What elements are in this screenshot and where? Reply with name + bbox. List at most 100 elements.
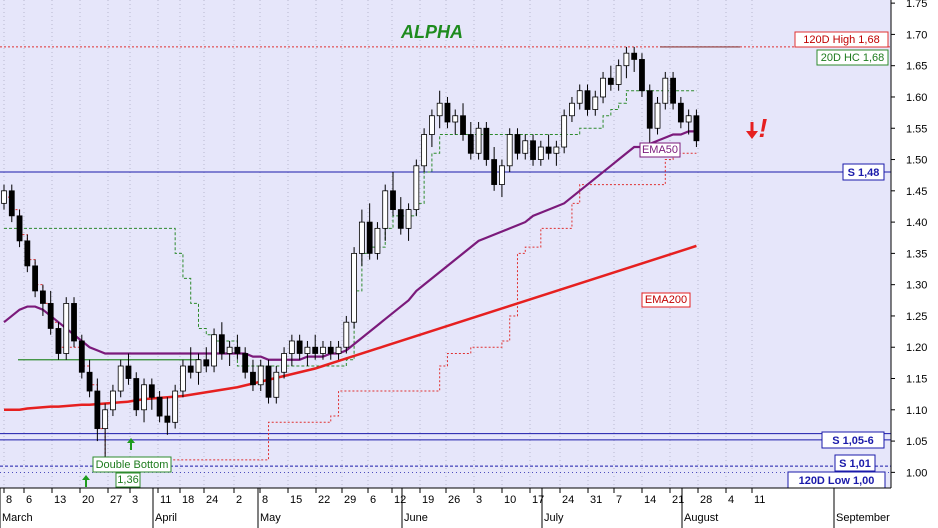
candle	[343, 315, 350, 354]
label-double-bottom: Double Bottom	[92, 456, 172, 473]
candle-body	[133, 378, 140, 411]
candle	[506, 128, 513, 173]
label-hc-20d-box	[816, 49, 889, 66]
candle-body	[141, 384, 147, 411]
candle	[685, 109, 692, 135]
candle-body	[226, 346, 233, 354]
candle	[452, 109, 459, 135]
x-tick-label: 13	[54, 494, 66, 506]
candle	[94, 378, 101, 442]
candle	[623, 46, 630, 79]
candle-body	[288, 340, 295, 354]
candle	[125, 353, 132, 385]
candle	[413, 159, 420, 216]
candle-body	[382, 190, 389, 229]
x-tick-label: 31	[590, 494, 602, 506]
candle-body	[452, 115, 459, 123]
candle	[110, 384, 116, 417]
candle-body	[250, 371, 256, 386]
candle-body	[514, 134, 521, 154]
candle	[226, 340, 233, 366]
candle-body	[71, 303, 77, 342]
candle-body	[343, 321, 350, 348]
label-support-1056-text: S 1,05-6	[832, 435, 874, 447]
candle	[265, 359, 272, 404]
x-tick-label: 29	[344, 494, 356, 506]
candle-body	[1, 190, 7, 204]
label-double-bottom-text: Double Bottom	[96, 459, 169, 471]
x-tick-label: 26	[448, 494, 460, 506]
label-support-101-text: S 1,01	[839, 458, 871, 470]
candle-body	[569, 102, 575, 117]
y-axis-area	[891, 0, 938, 488]
candle	[561, 109, 568, 154]
label-support-148-text: S 1,48	[848, 167, 880, 179]
y-tick-label: 1.60	[906, 92, 927, 104]
candle-body	[281, 353, 287, 373]
x-tick-label: 11	[160, 494, 171, 506]
candle-body	[218, 334, 225, 354]
candle-body	[86, 371, 93, 392]
x-tick-label: 6	[370, 494, 376, 506]
candle-body	[55, 328, 62, 354]
sell-exclamation: !	[759, 113, 768, 143]
candle-body	[24, 240, 31, 267]
label-support-148-box	[842, 163, 885, 181]
candle	[670, 71, 676, 110]
candle	[195, 353, 202, 385]
candle	[117, 359, 124, 398]
candle-body	[561, 115, 568, 148]
candle-body	[335, 346, 342, 354]
candle	[374, 222, 381, 260]
label-double-bottom-price-text: 1,36	[117, 474, 138, 486]
candle-body	[358, 221, 365, 254]
candle-body	[693, 115, 700, 142]
x-tick-label: 4	[728, 494, 734, 506]
candle	[187, 347, 194, 379]
label-ema50-text: EMA50	[642, 144, 678, 156]
arrow-up-icon-head	[82, 475, 90, 480]
candle	[180, 359, 186, 398]
arrow-down-icon	[746, 122, 758, 139]
candle	[218, 322, 225, 360]
candle	[639, 53, 645, 97]
label-high-120d: 120D High 1,68	[794, 31, 889, 48]
candle	[483, 122, 490, 166]
candle	[351, 247, 358, 329]
y-tick-label: 1.65	[906, 61, 927, 73]
arrow-down-head	[746, 131, 758, 139]
candle-body	[436, 102, 443, 117]
candle-body	[615, 65, 622, 85]
candle	[467, 122, 474, 160]
candle	[234, 334, 241, 360]
candle-body	[584, 90, 591, 110]
candle-body	[483, 127, 490, 160]
candle	[592, 90, 599, 116]
label-low-120d-text: 120D Low 1,00	[799, 475, 875, 487]
candle-body	[499, 165, 505, 185]
candle	[537, 140, 544, 166]
candle	[242, 347, 249, 379]
candle	[296, 334, 303, 360]
candle-body	[47, 303, 54, 329]
candle	[358, 209, 365, 266]
y-tick-label: 1.30	[906, 280, 927, 292]
label-hc-20d: 20D HC 1,68	[816, 49, 889, 66]
candle-body	[211, 334, 217, 367]
label-support-148: S 1,48	[842, 163, 885, 181]
y-tick-label: 1.45	[906, 186, 927, 198]
candle	[600, 71, 606, 104]
x-tick-label: 15	[290, 494, 302, 506]
candle-body	[94, 390, 101, 429]
candle	[475, 122, 482, 160]
candle-body	[234, 346, 241, 354]
candle	[250, 359, 256, 392]
candle	[312, 334, 319, 360]
label-ema50-box	[639, 142, 681, 158]
candle-body	[351, 252, 358, 323]
candle	[257, 359, 264, 392]
candle-body	[312, 346, 319, 354]
candle	[677, 96, 684, 129]
y-tick-label: 1.05	[906, 436, 927, 448]
